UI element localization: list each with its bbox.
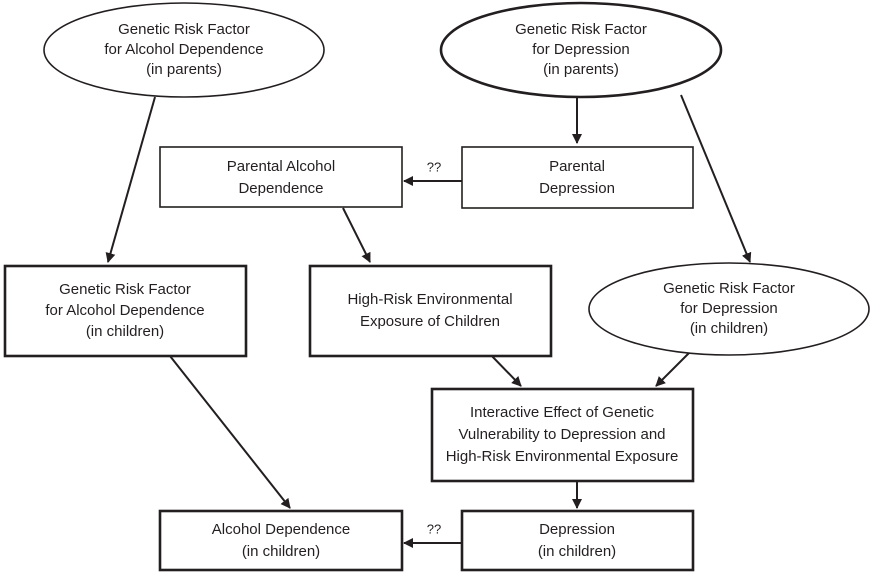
node-text: Vulnerability to Depression and <box>458 426 665 443</box>
node-box <box>308 264 553 358</box>
node-text: for Depression <box>680 300 778 317</box>
node-box <box>159 146 403 208</box>
node-text: High-Risk Environmental <box>347 291 512 308</box>
node-box <box>460 509 695 572</box>
node-text: Depression <box>539 180 615 197</box>
node-text: for Alcohol Dependence <box>45 302 204 319</box>
node-text: High-Risk Environmental Exposure <box>446 448 679 465</box>
node-box <box>3 264 248 358</box>
node-box <box>461 146 694 209</box>
node-text: (in parents) <box>146 61 222 78</box>
node-text: (in children) <box>86 323 164 340</box>
node-text: (in parents) <box>543 61 619 78</box>
arrow <box>105 96 156 263</box>
node-text: Exposure of Children <box>360 313 500 330</box>
edge-label: ?? <box>427 521 441 536</box>
node-text: (in children) <box>242 543 320 560</box>
node-text: Interactive Effect of Genetic <box>470 404 654 421</box>
node-box <box>430 387 695 483</box>
node-text: Alcohol Dependence <box>212 521 350 538</box>
node-text: Parental <box>549 158 605 175</box>
node-text: for Alcohol Dependence <box>104 41 263 58</box>
arrow <box>342 207 371 263</box>
arrow <box>680 94 752 263</box>
arrow <box>487 351 522 387</box>
node-text: (in children) <box>538 543 616 560</box>
node-text: Genetic Risk Factor <box>515 21 647 38</box>
node-text: for Depression <box>532 41 630 58</box>
node-text: Depression <box>539 521 615 538</box>
node-text: (in children) <box>690 320 768 337</box>
arrow <box>655 351 691 387</box>
node-ellipse <box>588 262 870 356</box>
node-text: Parental Alcohol <box>227 158 335 175</box>
node-text: Genetic Risk Factor <box>59 281 191 298</box>
node-ellipse <box>439 1 723 99</box>
arrow <box>169 355 291 509</box>
node-text: Genetic Risk Factor <box>663 280 795 297</box>
node-text: Genetic Risk Factor <box>118 21 250 38</box>
node-ellipse <box>43 2 325 98</box>
node-box <box>158 509 404 572</box>
edge-label: ?? <box>427 159 441 174</box>
node-text: Dependence <box>238 180 323 197</box>
